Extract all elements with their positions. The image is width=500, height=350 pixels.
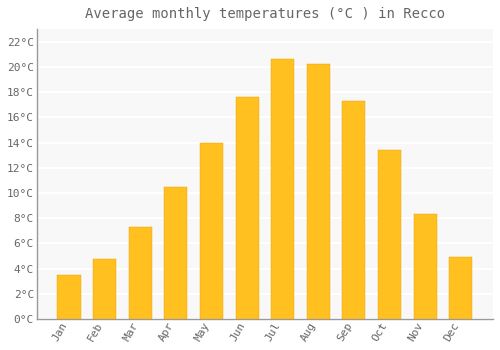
Bar	[378, 150, 401, 319]
Bar	[342, 101, 365, 319]
Bar	[58, 275, 80, 319]
Bar	[414, 215, 436, 319]
Bar	[236, 97, 258, 319]
Bar	[271, 59, 294, 319]
Bar	[200, 142, 223, 319]
Bar	[164, 187, 188, 319]
Bar	[306, 64, 330, 319]
Bar	[128, 227, 152, 319]
Bar	[449, 257, 472, 319]
Title: Average monthly temperatures (°C ) in Recco: Average monthly temperatures (°C ) in Re…	[85, 7, 445, 21]
Bar	[93, 259, 116, 319]
